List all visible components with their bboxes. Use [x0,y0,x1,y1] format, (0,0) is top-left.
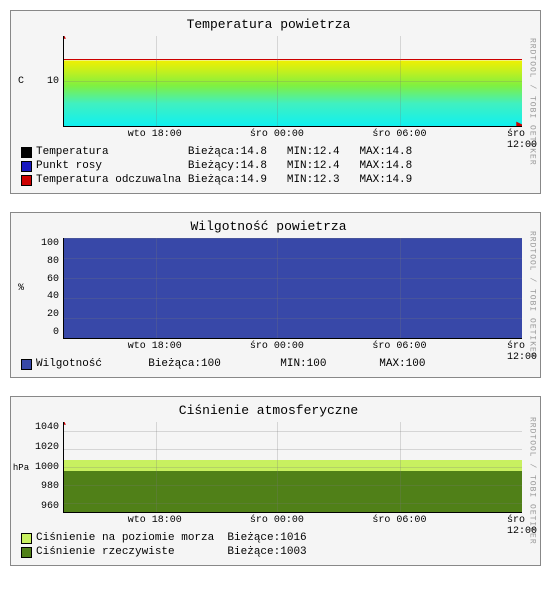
y-tick-label: 10 [47,76,59,87]
legend-swatch [21,175,32,186]
y-tick-label: 1000 [35,462,59,473]
y-tick-label: 960 [41,501,59,512]
legend-row: Punkt rosy Bieżący:14.8 MIN:12.4 MAX:14.… [21,159,522,173]
legend-swatch [21,161,32,172]
y-axis-unit: % [15,238,27,339]
x-tick-label: śro 12:00 [507,341,537,363]
x-axis-ticks: wto 18:00śro 00:00śro 06:00śro 12:00 [63,339,522,353]
x-tick-label: wto 18:00 [128,129,182,140]
legend-label: Ciśnienie na poziomie morza Bieżące:1016 [36,531,307,545]
legend-swatch [21,547,32,558]
y-tick-label: 980 [41,481,59,492]
y-axis-unit: C [15,36,27,127]
legend-label: Temperatura Bieżąca:14.8 MIN:12.4 MAX:14… [36,145,412,159]
x-tick-label: śro 06:00 [372,129,426,140]
plot-area: ▲ ▶ [63,238,522,339]
chart-title: Temperatura powietrza [15,15,522,36]
legend-label: Wilgotność Bieżąca:100 MIN:100 MAX:100 [36,357,425,371]
x-tick-label: śro 12:00 [507,515,537,537]
legend-row: Temperatura Bieżąca:14.8 MIN:12.4 MAX:14… [21,145,522,159]
legend-label: Ciśnienie rzeczywiste Bieżące:1003 [36,545,307,559]
legend-swatch [21,359,32,370]
legend-row: Wilgotność Bieżąca:100 MIN:100 MAX:100 [21,357,522,371]
legend-row: Ciśnienie na poziomie morza Bieżące:1016 [21,531,522,545]
y-axis-unit: hPa [15,422,27,513]
legend-label: Punkt rosy Bieżący:14.8 MIN:12.4 MAX:14.… [36,159,412,173]
legend-row: Temperatura odczuwalna Bieżąca:14.9 MIN:… [21,173,522,187]
x-tick-label: wto 18:00 [128,515,182,526]
y-tick-label: 40 [47,291,59,302]
watermark: RRDTOOL / TOBI OETIKER [526,19,538,185]
chart-title: Wilgotność powietrza [15,217,522,238]
y-tick-label: 1040 [35,422,59,433]
chart-legend: Ciśnienie na poziomie morza Bieżące:1016… [15,527,522,561]
plot-area: ▲ ▶ [63,36,522,127]
chart-panel-humidity: RRDTOOL / TOBI OETIKER Wilgotność powiet… [10,212,541,378]
x-tick-label: śro 12:00 [507,129,537,151]
y-tick-label: 20 [47,309,59,320]
chart-panel-temperature: RRDTOOL / TOBI OETIKER Temperatura powie… [10,10,541,194]
y-axis-ticks: 10 [27,36,63,126]
series-fill [64,471,522,512]
arrow-up-icon: ▲ [63,422,66,428]
chart-legend: Wilgotność Bieżąca:100 MIN:100 MAX:100 [15,353,522,373]
y-axis-ticks: 100 80 60 40 20 0 [27,238,63,338]
x-tick-label: śro 06:00 [372,515,426,526]
series-fill [64,238,522,338]
x-axis-ticks: wto 18:00śro 00:00śro 06:00śro 12:00 [63,513,522,527]
chart-title: Ciśnienie atmosferyczne [15,401,522,422]
arrow-up-icon: ▲ [63,36,66,42]
x-tick-label: śro 06:00 [372,341,426,352]
y-tick-label: 80 [47,256,59,267]
legend-row: Ciśnienie rzeczywiste Bieżące:1003 [21,545,522,559]
legend-swatch [21,533,32,544]
y-tick-label: 1020 [35,442,59,453]
legend-swatch [21,147,32,158]
series-line [64,59,522,60]
x-tick-label: śro 00:00 [250,515,304,526]
y-axis-ticks: 1040 1020 1000 980 960 [27,422,63,512]
x-tick-label: wto 18:00 [128,341,182,352]
y-tick-label: 60 [47,274,59,285]
x-axis-ticks: wto 18:00śro 00:00śro 06:00śro 12:00 [63,127,522,141]
x-tick-label: śro 00:00 [250,129,304,140]
plot-area: ▲ ▶ [63,422,522,513]
y-tick-label: 100 [41,238,59,249]
chart-legend: Temperatura Bieżąca:14.8 MIN:12.4 MAX:14… [15,141,522,189]
x-tick-label: śro 00:00 [250,341,304,352]
y-tick-label: 0 [53,327,59,338]
chart-panel-pressure: RRDTOOL / TOBI OETIKER Ciśnienie atmosfe… [10,396,541,566]
legend-label: Temperatura odczuwalna Bieżąca:14.9 MIN:… [36,173,412,187]
